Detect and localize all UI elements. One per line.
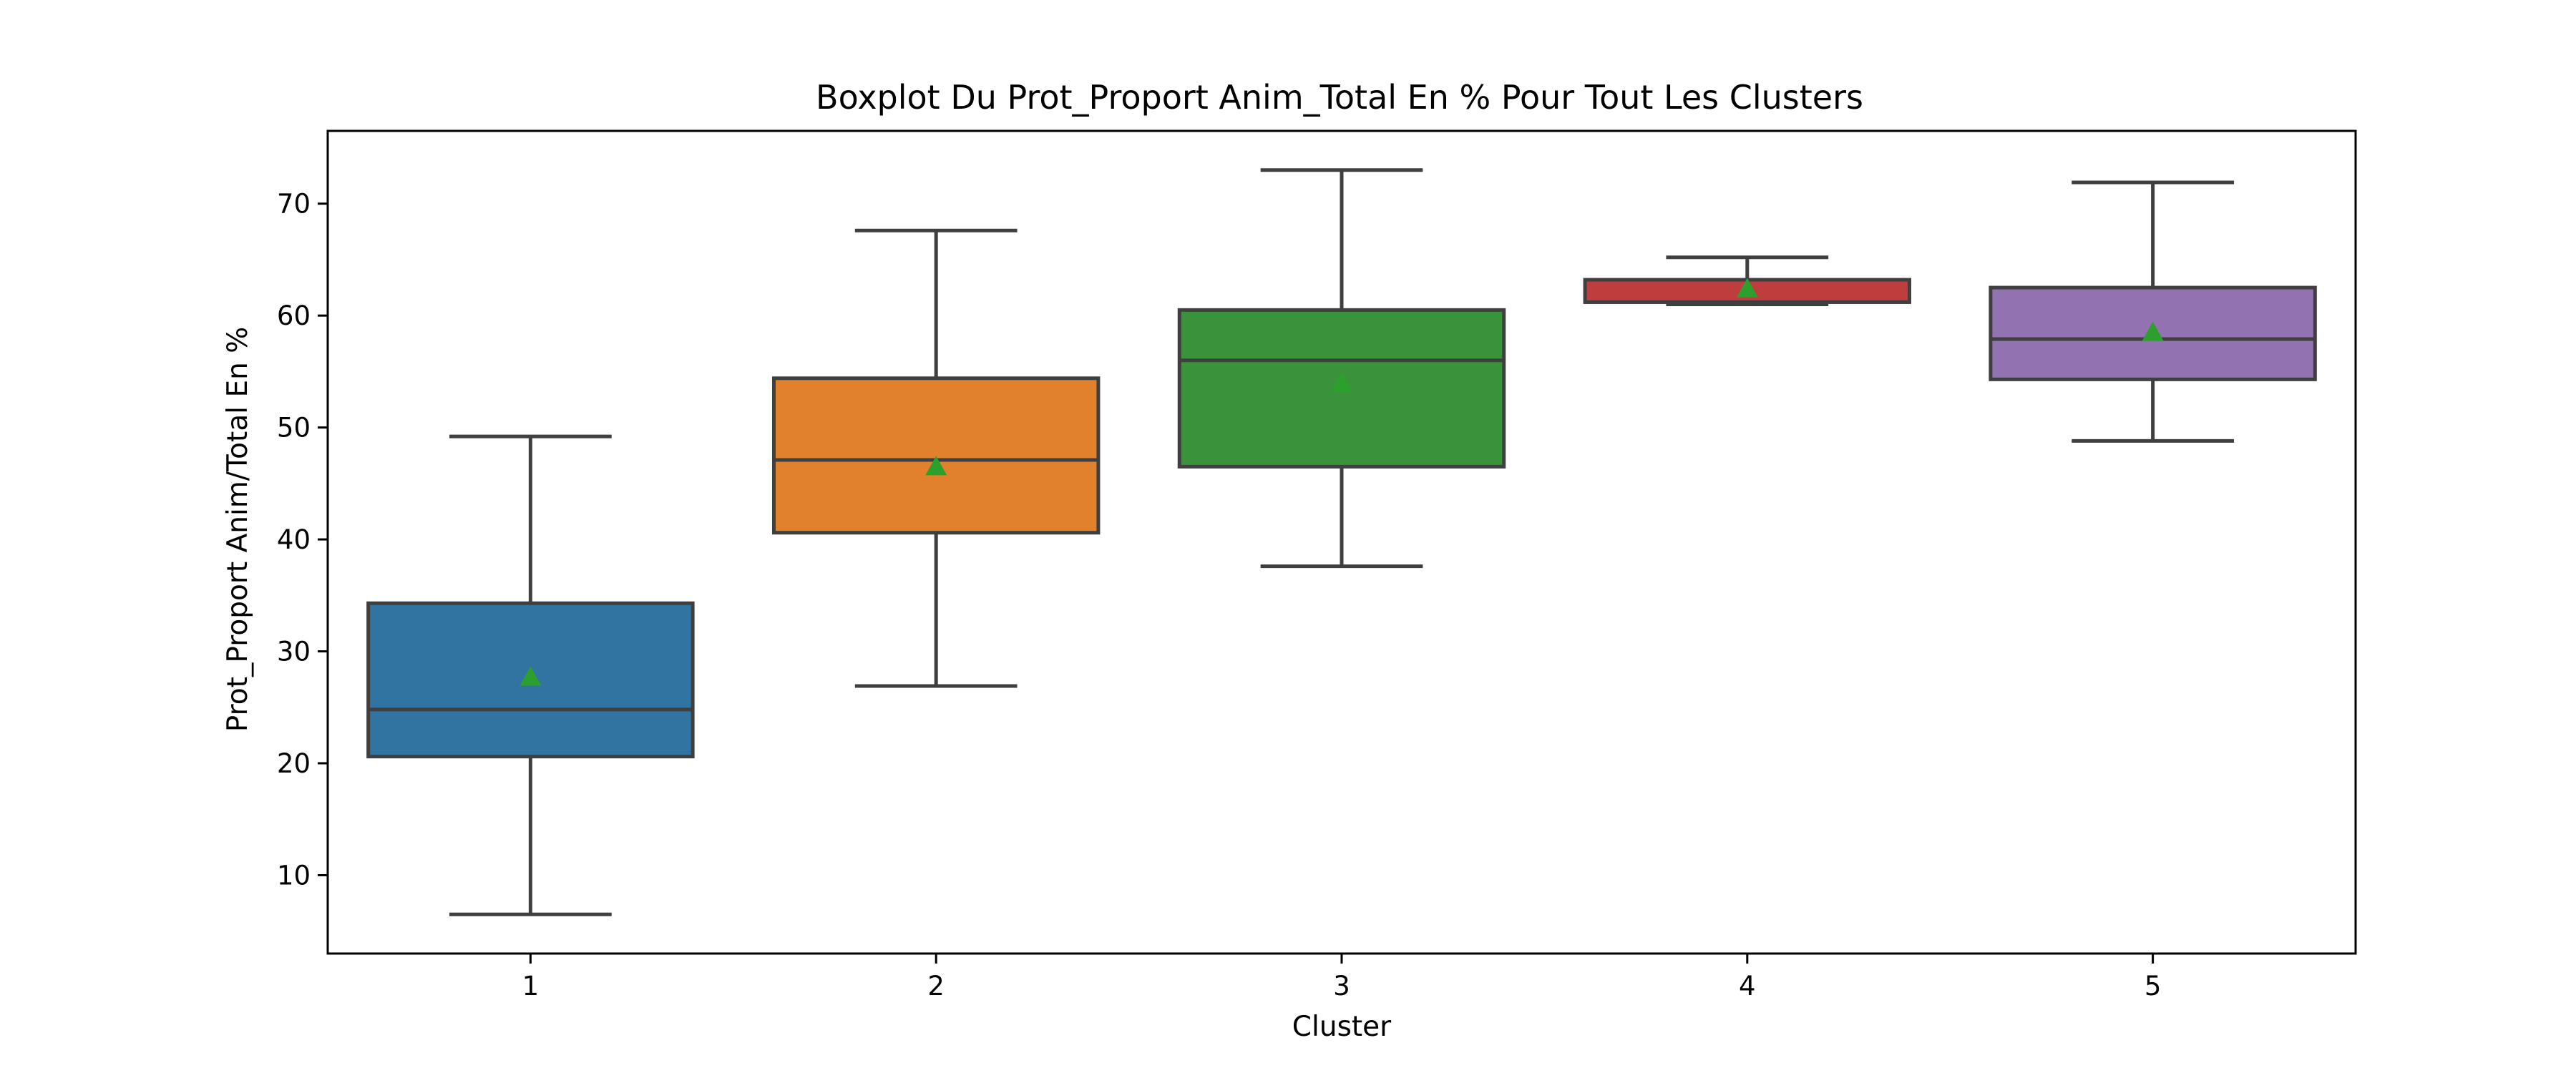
y-tick-label: 40 (277, 524, 311, 555)
mean-marker (1736, 278, 1758, 298)
x-axis-label: Cluster (1292, 1011, 1392, 1043)
box-cluster-1 (366, 434, 695, 916)
iqr-box (1989, 285, 2317, 381)
axes: 10 20 30 40 50 60 70 1 2 3 4 5 (277, 129, 2357, 1001)
box-cluster-2 (771, 228, 1101, 688)
x-tick-label: 5 (2145, 971, 2162, 1001)
mean-marker (925, 456, 947, 476)
box-cluster-3 (1177, 168, 1506, 569)
mean-marker (1331, 372, 1352, 392)
x-tick-label: 3 (1333, 971, 1350, 1001)
y-tick-label: 50 (277, 413, 311, 444)
x-tick-label: 4 (1739, 971, 1756, 1001)
box-cluster-4 (1583, 255, 1912, 307)
y-tick-label: 20 (277, 748, 311, 779)
y-axis-label: Prot_Proport Anim/Total En % (222, 327, 254, 733)
y-tick-label: 70 (277, 189, 311, 220)
x-tick-label: 2 (927, 971, 945, 1001)
y-tick-label: 30 (277, 637, 311, 667)
y-tick-label: 10 (277, 860, 311, 891)
box-cluster-5 (1989, 180, 2317, 443)
iqr-box (771, 376, 1101, 535)
plot-area (366, 168, 2317, 916)
x-tick-label: 1 (522, 971, 540, 1001)
mean-marker (2142, 321, 2164, 341)
y-tick-label: 60 (277, 300, 311, 331)
mean-marker (519, 666, 542, 686)
chart-title: Boxplot Du Prot_Proport Anim_Total En % … (816, 78, 1863, 117)
